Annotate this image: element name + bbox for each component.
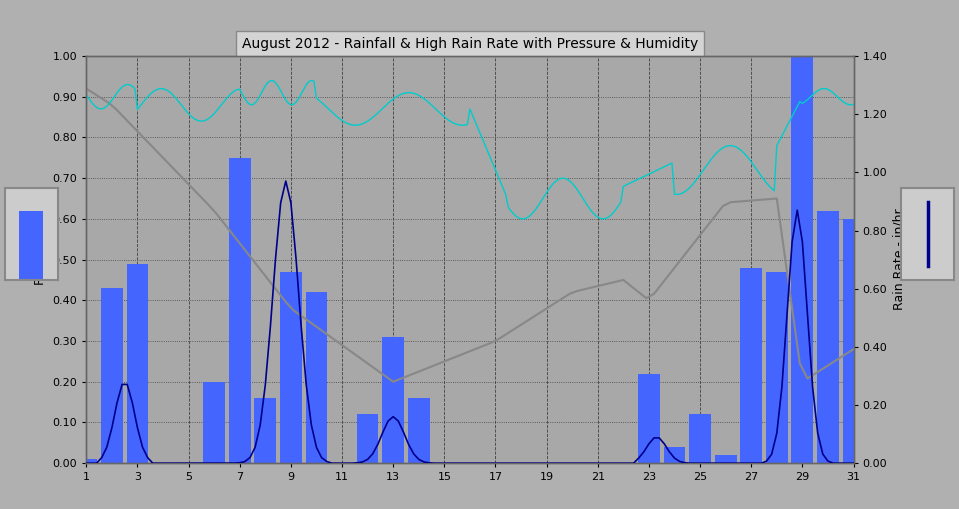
Bar bbox=[229, 158, 250, 463]
Bar bbox=[254, 398, 276, 463]
Y-axis label: Rain Rate - in/hr: Rain Rate - in/hr bbox=[893, 209, 906, 310]
Title: August 2012 - Rainfall & High Rain Rate with Pressure & Humidity: August 2012 - Rainfall & High Rain Rate … bbox=[242, 37, 698, 51]
Bar bbox=[766, 272, 787, 463]
Bar bbox=[843, 219, 864, 463]
Bar bbox=[714, 455, 737, 463]
Bar bbox=[408, 398, 430, 463]
Bar bbox=[740, 268, 762, 463]
Bar bbox=[791, 56, 813, 463]
Bar bbox=[19, 211, 43, 280]
Bar bbox=[127, 264, 149, 463]
Bar bbox=[817, 211, 839, 463]
Bar bbox=[76, 459, 97, 463]
Bar bbox=[357, 414, 379, 463]
Bar bbox=[638, 374, 660, 463]
Bar bbox=[664, 447, 686, 463]
Bar bbox=[383, 337, 404, 463]
Bar bbox=[101, 288, 123, 463]
Y-axis label: Rain - in: Rain - in bbox=[34, 234, 47, 286]
Bar bbox=[306, 292, 327, 463]
Bar bbox=[280, 272, 302, 463]
Bar bbox=[690, 414, 711, 463]
Bar bbox=[203, 382, 225, 463]
